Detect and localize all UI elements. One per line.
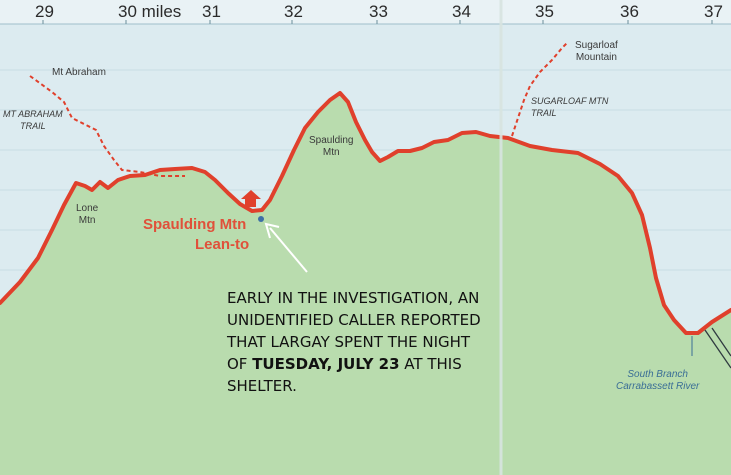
- label-mt-abraham: Mt Abraham: [52, 67, 106, 78]
- label-shelter-line2: Lean-to: [195, 236, 250, 253]
- annotation-line-3: that Largay spent the night: [227, 333, 471, 351]
- tick-label-33: 33: [369, 2, 388, 21]
- annotation-line-2: unidentified caller reported: [227, 311, 481, 329]
- annotation-arrow: [264, 222, 308, 273]
- annotation-line-4-prefix: of: [227, 355, 253, 373]
- tick-label-29: 29: [35, 2, 54, 21]
- tick-label-31: 31: [202, 2, 221, 21]
- label-sugarloaf-mountain-line1: Sugarloaf: [575, 40, 618, 51]
- label-river-line2: Carrabassett River: [616, 381, 700, 392]
- river-lines: [704, 327, 731, 369]
- tick-label-34: 34: [452, 2, 471, 21]
- shelter-location-dot: [258, 216, 264, 222]
- label-lone-mtn-line1: Lone: [76, 203, 99, 214]
- label-river: South Branch Carrabassett River: [616, 369, 699, 393]
- tick-label-37: 37: [704, 2, 723, 21]
- label-mt-abraham-trail-line1: MT ABRAHAM: [3, 109, 63, 119]
- label-sugarloaf-mtn-trail: SUGARLOAF MTN TRAIL: [531, 95, 608, 119]
- label-spaulding-mtn-line1: Spaulding: [309, 135, 354, 146]
- label-sugarloaf-mountain-line2: Mountain: [575, 52, 617, 63]
- annotation-line-1: Early in the investigation, an: [227, 289, 480, 307]
- label-shelter: Spaulding Mtn Lean-to: [143, 215, 249, 255]
- tick-label-32: 32: [284, 2, 303, 21]
- label-lone-mtn: Lone Mtn: [76, 203, 98, 227]
- label-shelter-line1: Spaulding Mtn: [143, 216, 247, 233]
- annotation-line-4: of Tuesday, July 23 at this: [227, 353, 517, 375]
- axis-band: [0, 0, 731, 24]
- tick-label-36: 36: [620, 2, 639, 21]
- label-sugarloaf-mtn-trail-line2: TRAIL: [531, 108, 557, 118]
- annotation-date: Tuesday, July 23: [252, 355, 400, 373]
- terrain-fill: [0, 93, 731, 475]
- elevation-line: [0, 91, 731, 335]
- label-river-line1: South Branch: [627, 369, 688, 380]
- label-spaulding-mtn-line2: Mtn: [322, 147, 340, 158]
- label-sugarloaf-mtn-trail-line1: SUGARLOAF MTN: [531, 96, 609, 106]
- shelter-icon: [241, 190, 261, 207]
- annotation-note: Early in the investigation, an unidentif…: [227, 287, 517, 397]
- tick-label-30-miles: 30 miles: [118, 2, 182, 21]
- mt-abraham-trail: [29, 75, 185, 177]
- annotation-line-4-suffix: at this: [399, 355, 462, 373]
- label-lone-mtn-line2: Mtn: [78, 215, 96, 226]
- sugarloaf-trail: [511, 41, 569, 137]
- annotation-line-5: shelter.: [227, 377, 297, 395]
- axis-tick-marks: [42, 20, 713, 24]
- label-mt-abraham-trail: MT ABRAHAM TRAIL: [3, 108, 63, 132]
- tick-label-35: 35: [535, 2, 554, 21]
- label-mt-abraham-trail-line2: TRAIL: [20, 121, 46, 131]
- label-spaulding-mtn: Spaulding Mtn: [309, 135, 353, 159]
- label-sugarloaf-mountain: Sugarloaf Mountain: [575, 40, 618, 64]
